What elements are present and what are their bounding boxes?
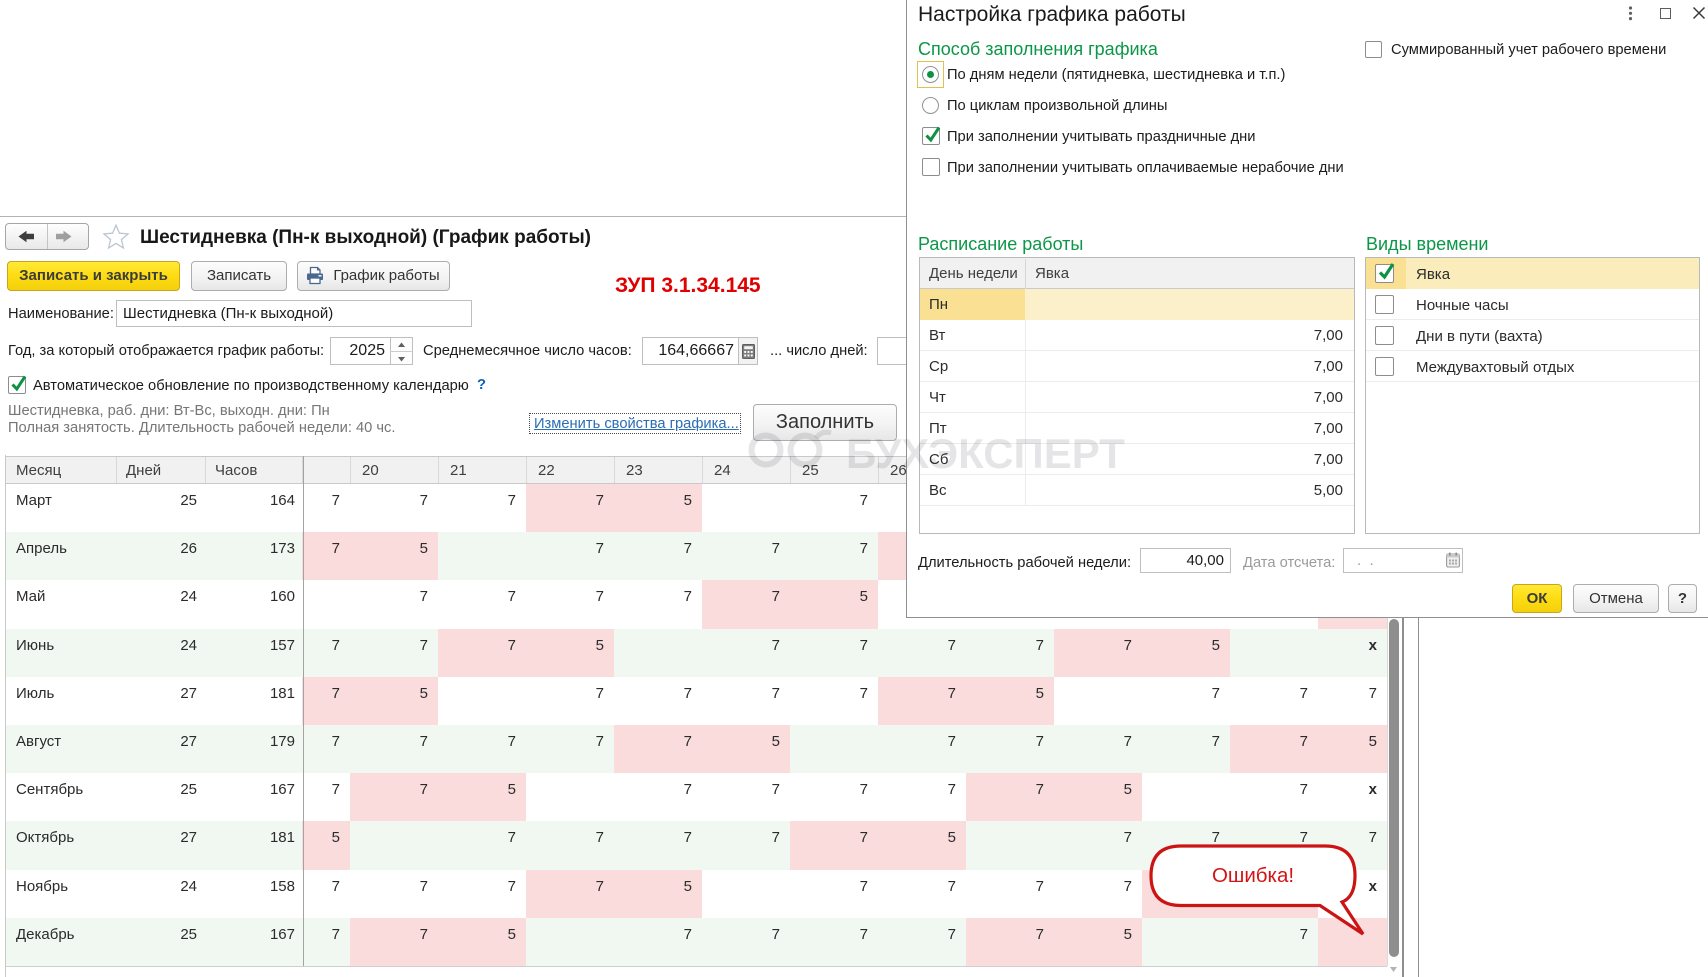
svg-text:Ошибка!: Ошибка! (1212, 864, 1294, 887)
